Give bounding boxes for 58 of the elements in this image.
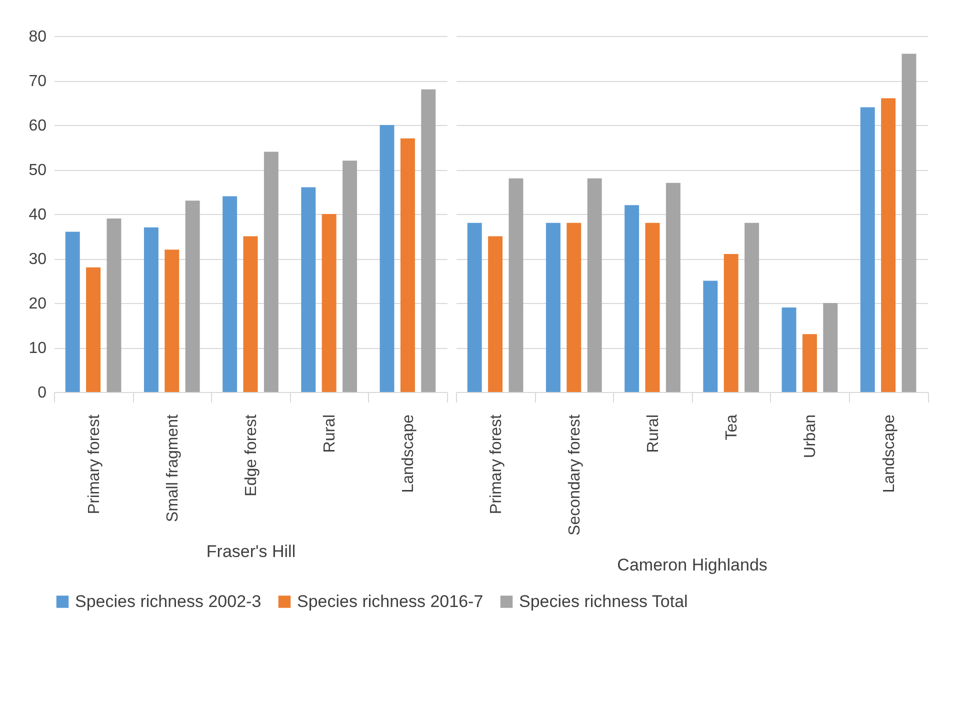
bar <box>624 205 640 392</box>
y-tick-label: 80 <box>28 28 47 46</box>
bar <box>243 236 258 392</box>
bar <box>185 200 200 392</box>
bar <box>902 54 916 392</box>
bar <box>724 254 738 392</box>
y-tick-label: 30 <box>28 251 47 268</box>
x-axis-title: Fraser's Hill <box>206 542 296 562</box>
legend-label: Species richness 2002-3 <box>75 592 262 611</box>
x-tick-label: Urban <box>802 414 820 458</box>
y-tick-label: 20 <box>28 296 47 312</box>
x-tick-label: Rural <box>645 414 662 453</box>
bar <box>645 222 660 392</box>
x-tick-label: Landscape <box>400 414 418 493</box>
bar <box>164 250 180 392</box>
y-tick-label: 60 <box>28 118 47 134</box>
bar <box>400 138 415 392</box>
bar <box>587 178 602 392</box>
bar <box>65 232 80 392</box>
bar <box>380 125 394 392</box>
x-tick-label: Secondary forest <box>566 414 584 536</box>
bar <box>802 334 817 392</box>
x-tick-label: Small fragment <box>164 414 182 522</box>
bar <box>546 222 560 392</box>
bar <box>860 107 875 392</box>
x-tick-label: Landscape <box>880 414 898 493</box>
bar <box>86 267 101 392</box>
legend-label: Species richness 2016-7 <box>297 592 484 611</box>
x-tick-label: Primary forest <box>86 414 103 514</box>
bar <box>467 222 482 392</box>
bar <box>744 222 760 392</box>
bar <box>488 236 503 392</box>
y-tick-label: 70 <box>28 73 47 90</box>
bar <box>703 280 718 392</box>
bar <box>421 89 436 392</box>
bar <box>782 307 796 392</box>
bar <box>666 182 680 392</box>
bar <box>881 98 896 392</box>
bar <box>566 222 582 392</box>
bar <box>342 160 358 392</box>
bar <box>301 187 316 392</box>
bar <box>264 152 278 392</box>
x-axis-title: Cameron Highlands <box>617 555 768 574</box>
bar <box>823 303 838 392</box>
bar <box>508 178 524 392</box>
y-tick-label: 0 <box>38 384 47 402</box>
x-tick-label: Edge forest <box>243 414 260 496</box>
bar <box>106 218 122 392</box>
bar <box>322 214 336 392</box>
x-tick-label: Rural <box>322 414 339 453</box>
legend-label: Species richness Total <box>519 592 688 611</box>
y-tick-label: 50 <box>28 162 47 179</box>
y-tick-label: 10 <box>28 340 47 357</box>
x-tick-label: Primary forest <box>488 414 505 514</box>
bar <box>222 196 238 392</box>
y-tick-label: 40 <box>28 206 47 224</box>
bar <box>144 227 158 392</box>
x-tick-label: Tea <box>724 414 741 440</box>
